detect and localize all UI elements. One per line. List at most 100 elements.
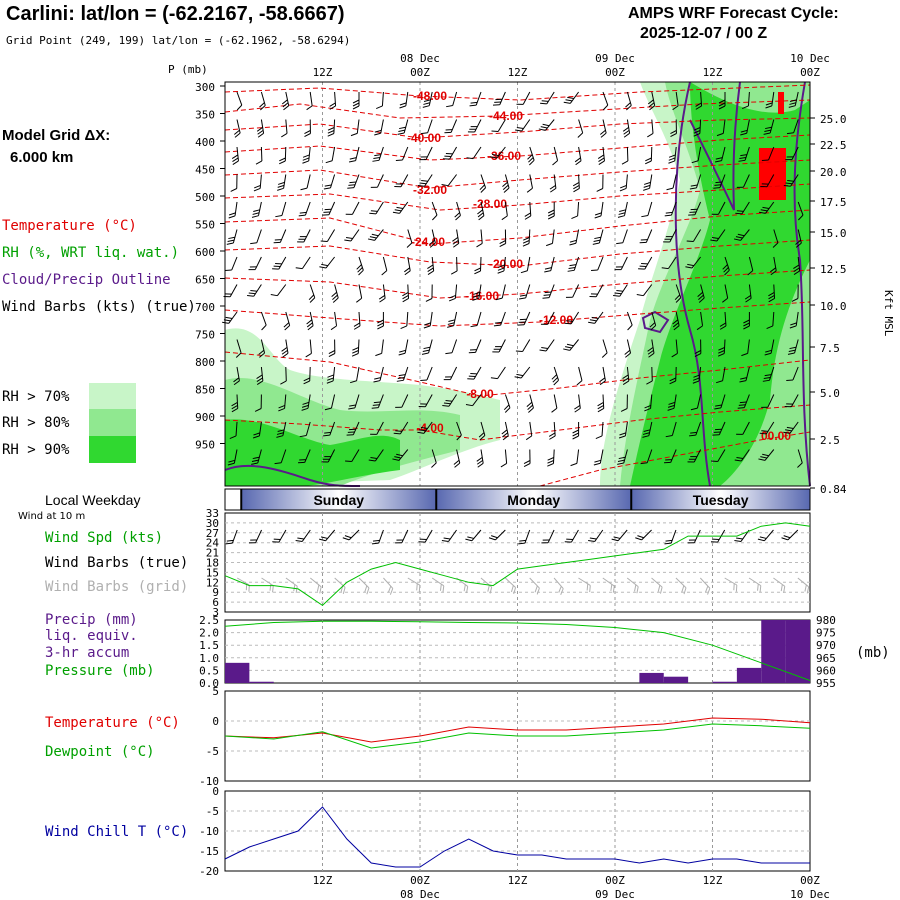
barb-flag [622, 374, 629, 379]
barb-flag [273, 538, 281, 541]
wind-barb [478, 421, 486, 441]
bottom-hour-label: 12Z [703, 874, 723, 887]
barb-staff [578, 119, 584, 134]
barb-flag [793, 264, 800, 269]
wind-barb [251, 201, 262, 218]
barb-flag [598, 157, 605, 162]
pressure-line [224, 620, 811, 681]
barb-staff [375, 201, 384, 215]
barb-flag [366, 587, 370, 595]
barb-flag [541, 347, 548, 350]
barb-flag [547, 209, 555, 214]
barb-flag [320, 536, 328, 539]
barb-flag [252, 212, 260, 215]
wind-barb-grid [431, 577, 445, 593]
wind-barb [331, 284, 339, 303]
barb-flag [301, 407, 309, 411]
barb-flag [647, 346, 654, 352]
wind-barb-grid [578, 577, 591, 593]
barb-staff [699, 577, 711, 589]
wind-barb [327, 119, 336, 137]
barb-flag [551, 374, 558, 380]
wind-barb [477, 201, 485, 221]
barb-flag [785, 429, 792, 432]
barb-staff [236, 366, 240, 381]
barb-flag [308, 294, 315, 301]
barb-flag [786, 379, 793, 382]
barb-flag [429, 239, 435, 245]
barb-flag [565, 346, 572, 349]
barb-flag [570, 462, 578, 467]
barb-flag [321, 263, 328, 267]
barb-staff [644, 256, 653, 270]
legend-rh: RH (%, WRT liq. wat.) [2, 245, 179, 261]
barb-flag [688, 539, 696, 541]
isotherm-line [224, 351, 811, 397]
barb-flag [573, 185, 580, 190]
wind-barb [526, 174, 533, 193]
barb-staff [254, 256, 262, 270]
barb-flag [469, 349, 477, 351]
barb-flag [722, 297, 728, 303]
barb-staff [358, 284, 363, 299]
barb-staff [399, 421, 409, 435]
barb-staff [693, 449, 702, 463]
barb-staff [402, 366, 409, 381]
barb-flag [418, 541, 426, 543]
barb-staff [548, 284, 555, 298]
barb-flag [397, 132, 405, 135]
barb-flag [705, 585, 709, 593]
wind-barb [736, 174, 750, 188]
barb-flag [618, 435, 626, 439]
barb-staff [773, 577, 786, 587]
barb-flag [299, 236, 307, 238]
barb-flag [635, 537, 642, 541]
wind-barb [547, 202, 555, 220]
barb-flag [492, 104, 500, 106]
barb-flag [565, 99, 573, 102]
barb-flag [690, 184, 698, 187]
barb-flag [303, 380, 310, 385]
wind-barb [577, 119, 584, 138]
barb-flag [251, 459, 259, 462]
barb-flag [740, 154, 748, 157]
barb-staff [348, 529, 360, 541]
barb-flag [231, 402, 238, 407]
wind-barb [324, 394, 336, 411]
barb-flag [618, 456, 626, 460]
barb-staff [522, 339, 531, 352]
wind-barb [377, 312, 384, 330]
barb-flag [790, 322, 797, 326]
barb-staff [380, 119, 384, 134]
barb-flag [719, 325, 727, 330]
barb-flag [745, 297, 752, 303]
barb-flag [465, 538, 473, 542]
barb-flag [544, 267, 552, 270]
wind-barb [233, 119, 241, 138]
barb-staff [453, 311, 458, 326]
barb-flag [425, 298, 433, 302]
barb-flag [690, 431, 697, 434]
barb-flag [788, 105, 796, 108]
barb-flag [452, 236, 459, 242]
wind-barb [301, 394, 311, 411]
barb-flag [349, 157, 357, 160]
wind-barb-true [441, 529, 457, 542]
barb-staff [553, 366, 560, 381]
barb-staff [233, 449, 238, 464]
barb-flag [224, 293, 232, 295]
wind-barb [326, 366, 336, 384]
wind-barb [621, 146, 629, 165]
barb-flag [465, 403, 473, 407]
wind-barb [797, 201, 804, 221]
wind-barb [713, 174, 726, 189]
barb-flag [372, 404, 380, 406]
barb-flag [613, 536, 621, 539]
wind-barb [492, 339, 506, 353]
barb-flag [597, 405, 604, 410]
barb-flag [447, 322, 455, 325]
wind-barb [227, 449, 238, 466]
barb-flag [525, 435, 533, 441]
wind-barb [763, 119, 775, 135]
barb-staff [602, 146, 605, 161]
